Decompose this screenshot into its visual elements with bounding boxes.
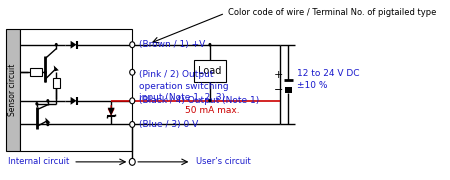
Circle shape <box>208 99 212 103</box>
Polygon shape <box>54 65 59 71</box>
Text: Sensor circuit: Sensor circuit <box>8 64 17 116</box>
Text: −: − <box>274 84 284 95</box>
Circle shape <box>44 71 47 74</box>
Polygon shape <box>108 108 114 116</box>
Circle shape <box>46 99 50 103</box>
Bar <box>194 60 226 82</box>
Circle shape <box>208 43 212 46</box>
Polygon shape <box>71 97 77 105</box>
Text: (Blue / 3) 0 V: (Blue / 3) 0 V <box>139 120 198 129</box>
Circle shape <box>130 122 135 127</box>
Polygon shape <box>71 41 77 49</box>
Bar <box>5 29 20 151</box>
Circle shape <box>129 158 135 165</box>
Text: (Brown / 1) +V: (Brown / 1) +V <box>139 40 205 49</box>
Text: 50 mA max.: 50 mA max. <box>185 106 240 115</box>
Polygon shape <box>45 118 50 123</box>
Bar <box>285 87 292 93</box>
Circle shape <box>46 123 50 126</box>
Text: +: + <box>274 70 284 80</box>
Text: Color code of wire / Terminal No. of pigtailed type: Color code of wire / Terminal No. of pig… <box>228 8 436 17</box>
Text: Load: Load <box>198 66 221 76</box>
Text: (Black / 4) Output (Note 1): (Black / 4) Output (Note 1) <box>139 96 259 105</box>
Text: User’s circuit: User’s circuit <box>196 157 250 166</box>
Circle shape <box>55 43 58 46</box>
Circle shape <box>130 98 135 104</box>
Bar <box>30 68 42 76</box>
Text: (Pink / 2) Output
operation switching
input (Note 1, 2, 3): (Pink / 2) Output operation switching in… <box>139 70 229 102</box>
Circle shape <box>130 42 135 48</box>
Circle shape <box>130 69 135 75</box>
Bar <box>53 78 60 88</box>
Text: Internal circuit: Internal circuit <box>8 157 69 166</box>
Bar <box>20 29 132 151</box>
Circle shape <box>36 102 38 105</box>
Text: 12 to 24 V DC
±10 %: 12 to 24 V DC ±10 % <box>297 69 360 90</box>
